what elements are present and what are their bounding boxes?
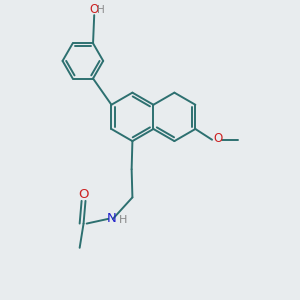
Text: N: N <box>106 212 116 225</box>
Text: H: H <box>118 215 127 225</box>
Text: O: O <box>213 133 222 146</box>
Text: O: O <box>78 188 89 201</box>
Text: O: O <box>90 3 99 16</box>
Text: H: H <box>98 5 105 15</box>
